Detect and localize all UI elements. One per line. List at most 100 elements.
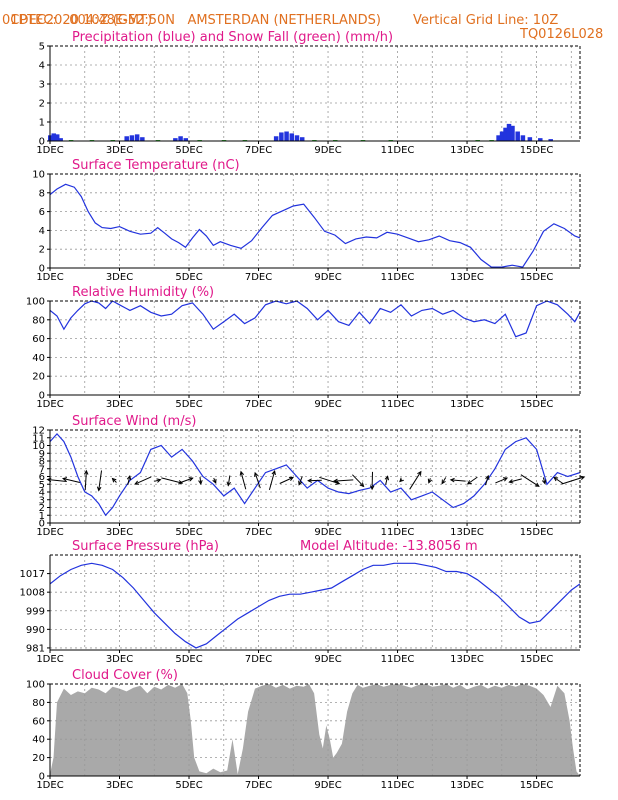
header-grid-note: Vertical Grid Line: 10Z xyxy=(413,13,559,28)
y-tick-label: 3 xyxy=(39,80,45,91)
x-tick-label: 15DEC xyxy=(520,654,554,665)
precip-bar xyxy=(510,125,515,141)
y-tick-label: 0 xyxy=(39,264,45,275)
x-tick-label: 3DEC xyxy=(106,272,133,283)
precip-bar xyxy=(134,134,140,141)
x-tick-label: 11DEC xyxy=(381,272,415,283)
y-tick-label: 0 xyxy=(39,519,45,530)
precip-bar xyxy=(496,135,501,141)
precip-bar xyxy=(173,138,178,141)
y-tick-label: 9 xyxy=(39,449,45,460)
precip-bar xyxy=(183,138,189,141)
precip-bar xyxy=(140,137,145,141)
wind-arrow xyxy=(212,477,217,484)
x-tick-label: 7DEC xyxy=(245,145,272,156)
wind-arrow xyxy=(279,476,294,484)
y-tick-label: 10 xyxy=(32,170,45,181)
x-tick-label: 5DEC xyxy=(175,272,202,283)
wind-arrow xyxy=(495,477,509,484)
y-tick-label: 6 xyxy=(39,207,45,218)
x-tick-label: 13DEC xyxy=(450,272,484,283)
x-tick-label: 9DEC xyxy=(314,527,341,538)
x-tick-label: 1DEC xyxy=(36,780,63,791)
wind-arrow xyxy=(62,477,81,483)
y-tick-label: 990 xyxy=(26,625,45,636)
precip-bar xyxy=(538,138,543,141)
wind-arrow xyxy=(332,478,354,484)
series-line xyxy=(50,433,580,517)
x-tick-label: 15DEC xyxy=(520,780,554,791)
y-tick-label: 2 xyxy=(39,503,45,514)
y-tick-label: 40 xyxy=(32,353,45,364)
y-tick-label: 4 xyxy=(39,61,45,72)
x-tick-label: 13DEC xyxy=(450,780,484,791)
wind-arrow xyxy=(239,470,247,490)
y-tick-label: 100 xyxy=(26,680,45,691)
y-tick-label: 20 xyxy=(32,753,45,764)
y-tick-label: 12 xyxy=(32,426,45,437)
wind-arrow xyxy=(449,477,466,483)
x-tick-label: 5DEC xyxy=(175,399,202,410)
precip-bar xyxy=(506,123,512,141)
wind-arrow xyxy=(226,475,232,487)
precip-bar xyxy=(58,138,63,141)
x-tick-label: 9DEC xyxy=(314,654,341,665)
wind-arrow xyxy=(83,469,89,491)
x-tick-label: 9DEC xyxy=(314,780,341,791)
x-tick-label: 11DEC xyxy=(381,145,415,156)
precip-bar xyxy=(51,133,56,141)
x-tick-label: 11DEC xyxy=(381,654,415,665)
wind-arrow xyxy=(541,477,547,485)
wind-arrow xyxy=(369,471,375,491)
wind-arrow xyxy=(441,477,447,485)
x-tick-label: 9DEC xyxy=(314,399,341,410)
y-tick-label: 8 xyxy=(39,457,45,468)
wind-arrow xyxy=(399,477,404,483)
x-tick-label: 13DEC xyxy=(450,654,484,665)
precip-bar xyxy=(294,135,300,141)
y-tick-label: 0 xyxy=(39,772,45,783)
wind-arrow xyxy=(384,475,390,485)
y-tick-label: 2 xyxy=(39,99,45,110)
x-tick-label: 5DEC xyxy=(175,527,202,538)
wind-arrow xyxy=(198,477,203,485)
x-tick-label: 1DEC xyxy=(36,399,63,410)
y-tick-label: 0 xyxy=(39,137,45,148)
panel-6: 0 20 40 60 80 100 1DEC 3DEC 5DEC 7DEC 9DEC 11DEC 13D… xyxy=(26,668,581,791)
precip-bar xyxy=(273,136,279,141)
panel-3: 0 20 40 60 80 100 1DEC 3DEC 5DEC 7DEC 9DEC 11DEC 13D… xyxy=(26,285,581,410)
x-tick-label: 15DEC xyxy=(520,272,554,283)
wind-arrow xyxy=(126,475,132,486)
precip-bar xyxy=(279,132,284,141)
wind-arrow xyxy=(111,477,117,483)
y-tick-label: 0 xyxy=(39,391,45,402)
panel-title: Surface Wind (m/s) xyxy=(72,414,196,429)
x-tick-label: 9DEC xyxy=(314,145,341,156)
header-coords: 004:48E-52:50N xyxy=(69,13,176,28)
y-tick-label: 1008 xyxy=(20,588,45,599)
y-tick-label: 20 xyxy=(32,372,45,383)
x-tick-label: 1DEC xyxy=(36,272,63,283)
precip-bar xyxy=(515,131,520,141)
wind-arrow xyxy=(520,474,540,487)
y-tick-label: 5 xyxy=(39,480,45,491)
x-tick-label: 7DEC xyxy=(245,654,272,665)
y-tick-label: 6 xyxy=(39,472,45,483)
x-tick-label: 5DEC xyxy=(175,654,202,665)
series-line xyxy=(50,301,580,338)
y-tick-label: 7 xyxy=(39,464,45,475)
series-line xyxy=(50,562,580,649)
precip-bar xyxy=(299,137,305,141)
x-tick-label: 15DEC xyxy=(520,399,554,410)
panel-title: Cloud Cover (%) xyxy=(72,668,178,683)
x-tick-label: 5DEC xyxy=(175,780,202,791)
y-tick-label: 11 xyxy=(32,433,45,444)
y-tick-label: 10 xyxy=(32,441,45,452)
panel-2: 0 2 4 6 8 10 1DEC 3DEC 5DEC 7DEC 9DEC 11DEC 13DEC 15D… xyxy=(32,158,581,283)
x-tick-label: 3DEC xyxy=(106,145,133,156)
y-tick-label: 3 xyxy=(39,495,45,506)
precip-bar xyxy=(499,131,505,141)
x-tick-label: 1DEC xyxy=(36,145,63,156)
